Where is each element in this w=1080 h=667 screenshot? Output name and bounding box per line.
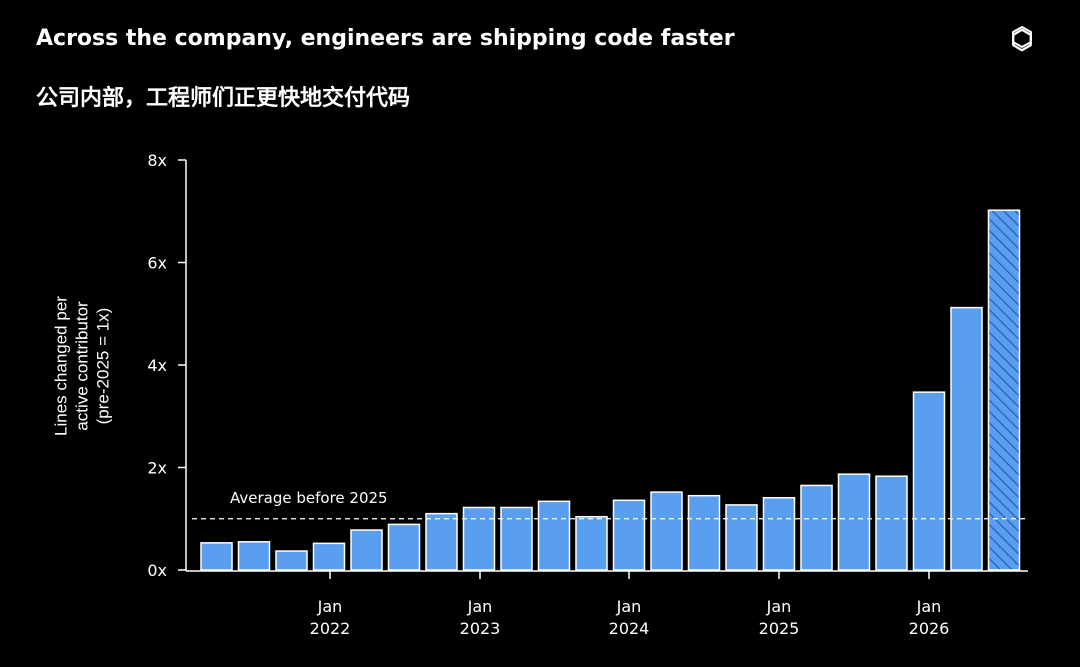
bar: [500, 506, 533, 571]
x-tick-label: Jan: [616, 597, 642, 616]
bar: [687, 494, 721, 571]
bar: [612, 499, 646, 571]
y-tick-label: 4x: [147, 356, 167, 375]
bar: [725, 504, 758, 571]
x-tick-year-label: 2025: [759, 619, 800, 638]
x-tick-year-label: 2024: [609, 619, 650, 638]
bar: [575, 515, 608, 571]
bar: [650, 491, 683, 571]
bar: [800, 484, 833, 571]
bar: [275, 550, 308, 571]
x-tick-label: Jan: [766, 597, 792, 616]
bar-projected: [987, 209, 1021, 571]
x-tick-label: Jan: [916, 597, 942, 616]
bar: [462, 506, 496, 571]
bar: [837, 473, 871, 571]
bar: [875, 475, 908, 571]
chart-title: Across the company, engineers are shippi…: [36, 26, 735, 51]
bar: [387, 523, 421, 571]
bar: [200, 542, 233, 571]
openai-logo-icon: [1012, 26, 1032, 52]
reference-line-label: Average before 2025: [230, 489, 388, 507]
chart-subtitle: 公司内部，工程师们正更快地交付代码: [36, 86, 411, 111]
bar: [537, 500, 571, 571]
bar: [312, 542, 346, 571]
bar: [425, 512, 458, 571]
x-tick-label: Jan: [317, 597, 343, 616]
x-tick-year-label: 2026: [909, 619, 950, 638]
x-tick-year-label: 2022: [310, 619, 351, 638]
bar: [762, 496, 796, 571]
bar: [237, 541, 271, 571]
y-tick-label: 2x: [147, 459, 167, 478]
y-tick-label: 8x: [147, 151, 167, 170]
bar: [350, 529, 383, 571]
bar: [950, 306, 983, 571]
x-tick-label: Jan: [467, 597, 493, 616]
bar: [912, 391, 946, 571]
y-tick-label: 6x: [147, 254, 167, 273]
y-tick-label: 0x: [147, 561, 167, 580]
x-tick-year-label: 2023: [460, 619, 501, 638]
